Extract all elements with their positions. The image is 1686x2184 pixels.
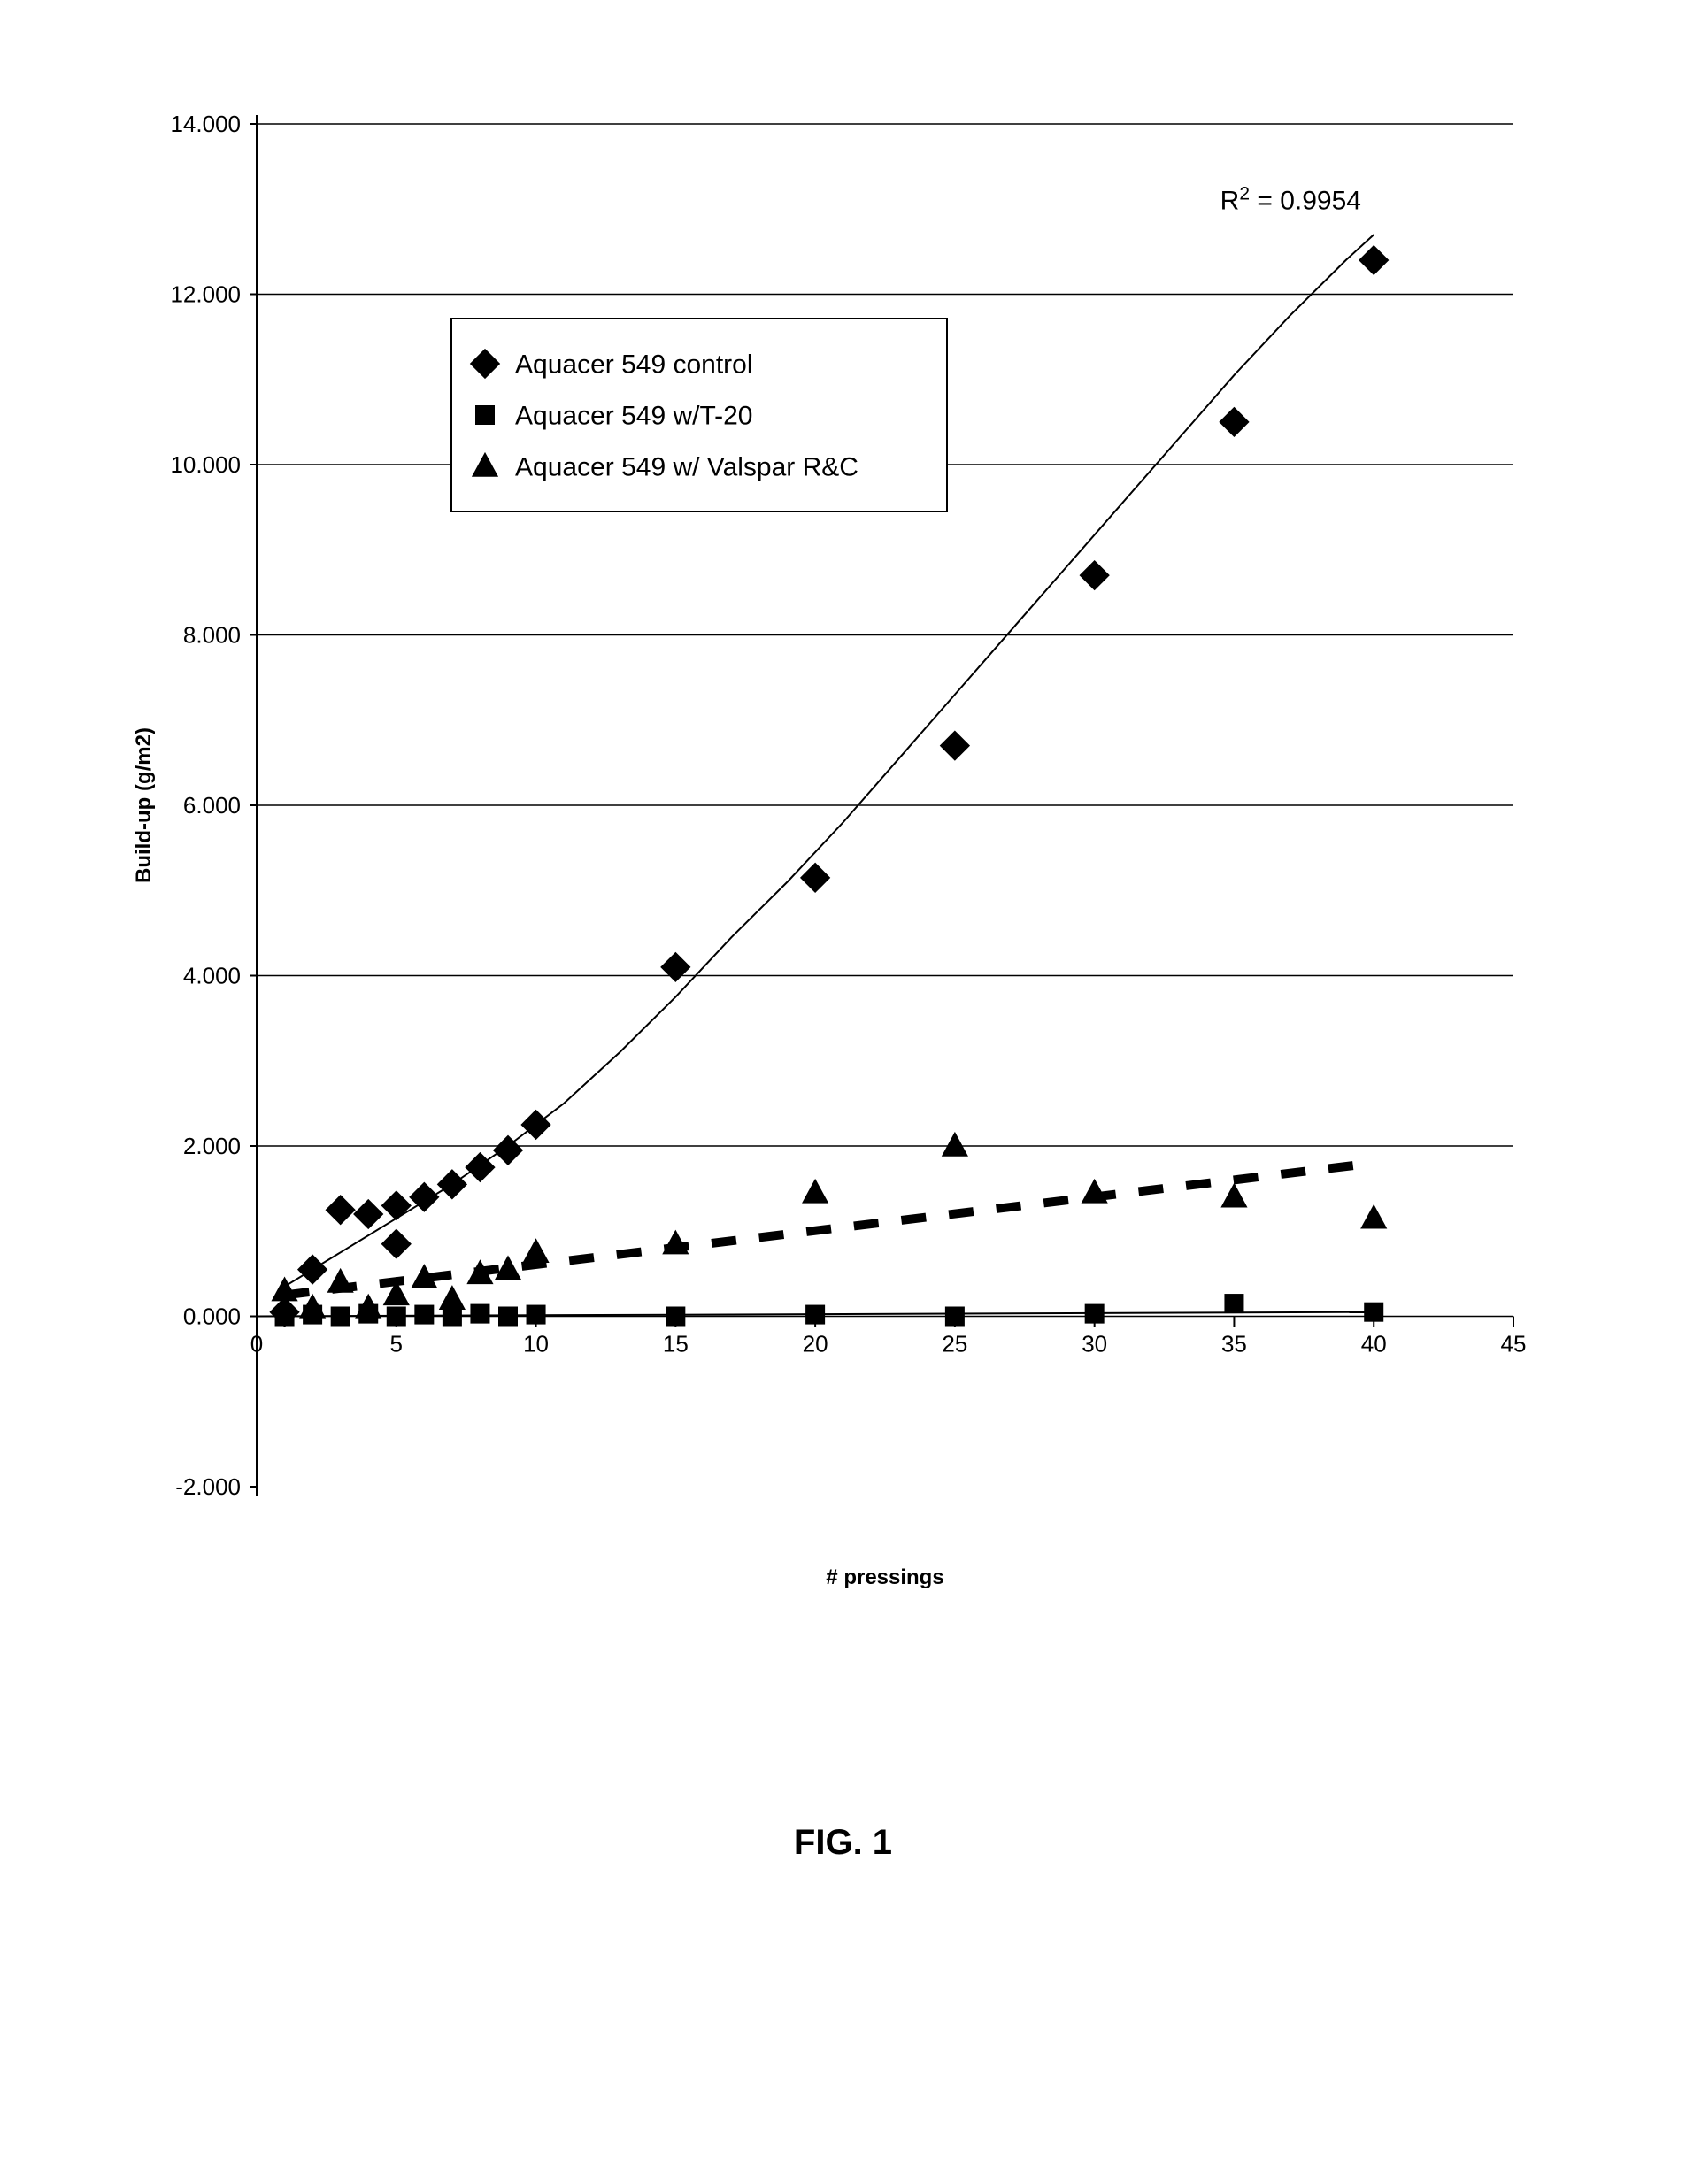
svg-text:Aquacer 549 w/T-20: Aquacer 549 w/T-20 (515, 402, 753, 431)
svg-text:10: 10 (523, 1331, 549, 1357)
svg-text:4.000: 4.000 (183, 963, 241, 989)
svg-text:35: 35 (1221, 1331, 1247, 1357)
svg-text:40: 40 (1361, 1331, 1387, 1357)
svg-text:14.000: 14.000 (170, 111, 241, 137)
svg-text:Aquacer 549 control: Aquacer 549 control (515, 350, 753, 380)
svg-text:2.000: 2.000 (183, 1133, 241, 1159)
svg-text:# pressings: # pressings (826, 1565, 943, 1589)
svg-text:0: 0 (250, 1331, 263, 1357)
svg-text:45: 45 (1501, 1331, 1527, 1357)
svg-text:8.000: 8.000 (183, 622, 241, 649)
svg-text:0.000: 0.000 (183, 1303, 241, 1330)
svg-text:20: 20 (803, 1331, 828, 1357)
svg-text:-2.000: -2.000 (175, 1473, 241, 1500)
svg-text:30: 30 (1082, 1331, 1107, 1357)
svg-text:6.000: 6.000 (183, 792, 241, 819)
svg-text:10.000: 10.000 (170, 451, 241, 478)
chart-container: 0 5 10 15 20 25 30 35 40 45 -2.000 0.000 2.000 4.000 6… (133, 88, 1549, 1681)
svg-text:15: 15 (663, 1331, 689, 1357)
svg-text:12.000: 12.000 (170, 281, 241, 308)
chart-svg: 0 5 10 15 20 25 30 35 40 45 -2.000 0.000 2.000 4.000 6… (133, 88, 1549, 1681)
svg-text:5: 5 (390, 1331, 403, 1357)
legend: Aquacer 549 control Aquacer 549 w/T-20 Aqu… (451, 319, 947, 511)
svg-text:25: 25 (942, 1331, 967, 1357)
svg-text:Build-up (g/m2): Build-up (g/m2) (133, 727, 156, 883)
figure-label: FIG. 1 (0, 1823, 1686, 1863)
svg-text:Aquacer 549 w/ Valspar R&C: Aquacer 549 w/ Valspar R&C (515, 453, 858, 482)
